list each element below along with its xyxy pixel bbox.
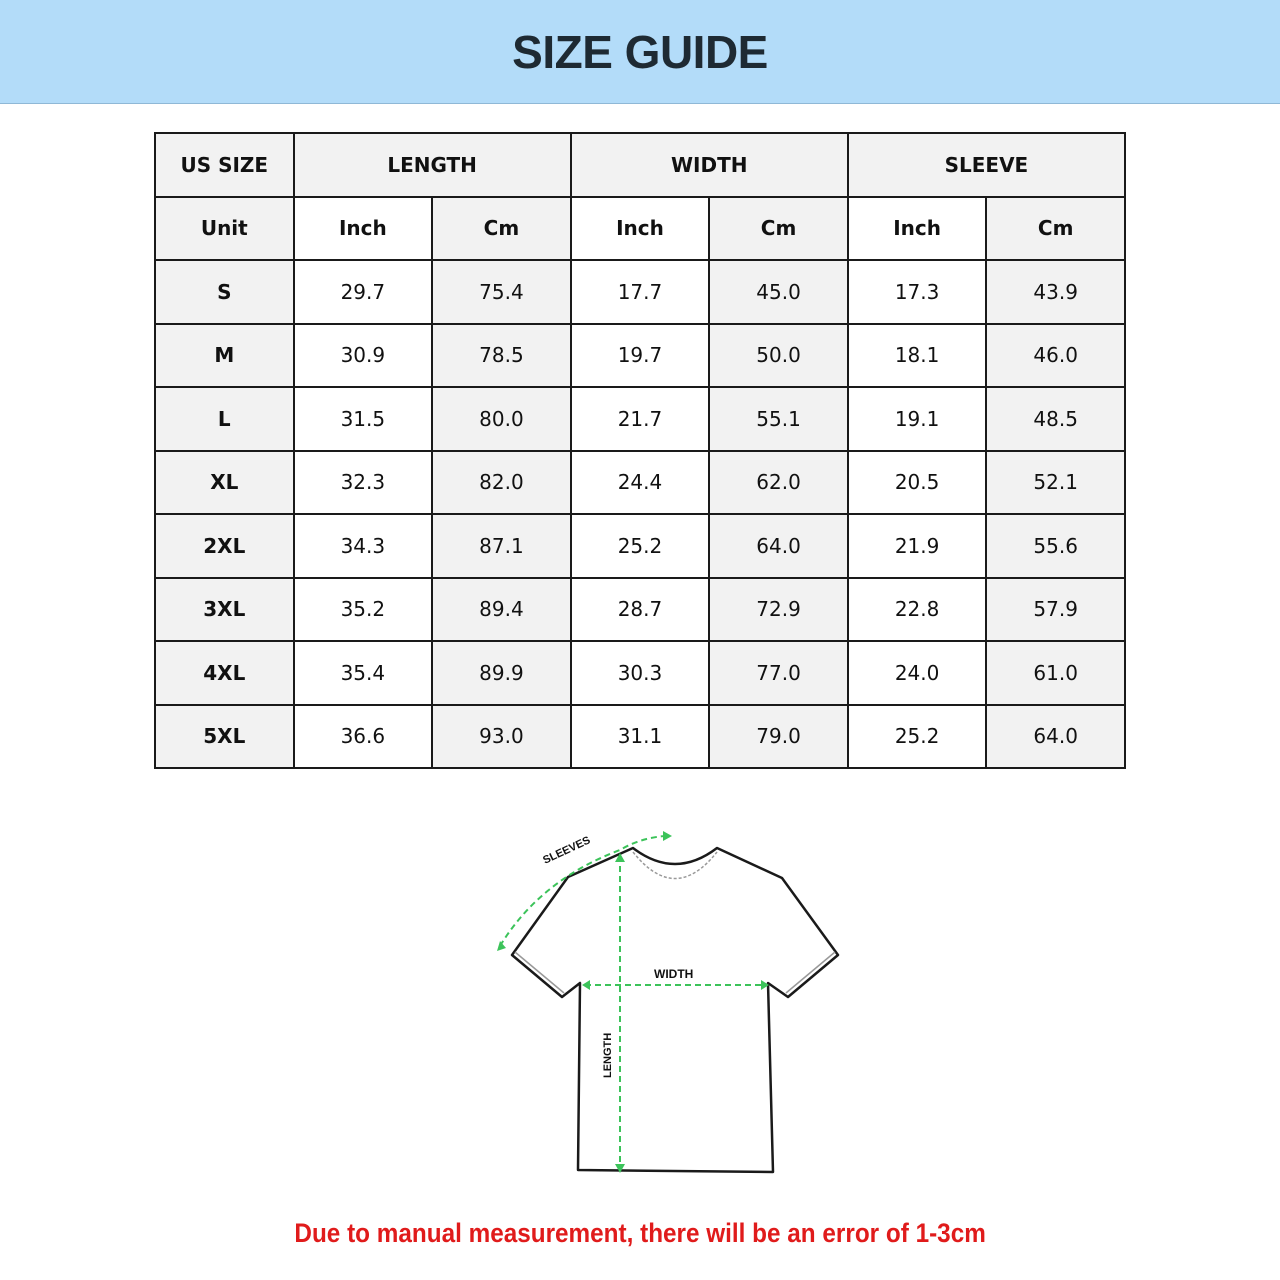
size-table: US SIZE LENGTH WIDTH SLEEVE Unit Inch Cm Inch Cm… <box>154 132 1127 769</box>
value-cell: 24.4 <box>569 449 711 515</box>
value-cell: 19.7 <box>569 322 711 388</box>
value-cell: 25.2 <box>846 703 988 769</box>
value-cell: 18.1 <box>846 322 988 388</box>
collar-stitch <box>632 851 718 880</box>
header-cell: US SIZE <box>154 132 295 198</box>
value-cell: 30.3 <box>569 640 711 706</box>
size-cell: M <box>154 322 295 388</box>
value-cell: 31.1 <box>569 703 711 769</box>
value-cell: 75.4 <box>431 259 572 325</box>
value-cell: 21.7 <box>569 386 711 452</box>
value-cell: 17.7 <box>569 259 711 325</box>
size-cell: 3XL <box>154 576 295 642</box>
unit-cell: Cm <box>431 195 572 261</box>
sleeve-cuff-left <box>514 951 565 994</box>
table-row: 3XL 35.2 89.4 28.7 72.9 22.8 57.9 <box>154 576 1126 642</box>
unit-cell: Cm <box>708 195 849 261</box>
page-title: SIZE GUIDE <box>512 25 768 78</box>
table-row: S 29.7 75.4 17.7 45.0 17.3 43.9 <box>154 259 1126 325</box>
size-cell: L <box>154 386 295 452</box>
arrow-icon <box>497 941 506 951</box>
group-header-row: US SIZE LENGTH WIDTH SLEEVE <box>154 132 1127 198</box>
size-cell: S <box>154 259 295 325</box>
measurement-note-text: Due to manual measurement, there will be… <box>294 1218 986 1248</box>
value-cell: 57.9 <box>985 576 1126 642</box>
tshirt-outline <box>510 846 840 1174</box>
unit-cell: Inch <box>292 195 434 261</box>
value-cell: 55.6 <box>985 513 1126 579</box>
value-cell: 30.9 <box>292 322 434 388</box>
value-cell: 22.8 <box>846 576 988 642</box>
value-cell: 35.4 <box>292 640 434 706</box>
value-cell: 48.5 <box>985 386 1126 452</box>
value-cell: 55.1 <box>708 386 849 452</box>
size-cell: 5XL <box>154 703 295 769</box>
table-row: 4XL 35.4 89.9 30.3 77.0 24.0 61.0 <box>154 640 1126 706</box>
arrow-icon <box>663 831 672 841</box>
value-cell: 19.1 <box>846 386 988 452</box>
value-cell: 93.0 <box>431 703 572 769</box>
arrow-icon <box>615 1164 625 1173</box>
value-cell: 35.2 <box>292 576 434 642</box>
value-cell: 62.0 <box>708 449 849 515</box>
header-cell: WIDTH <box>569 132 849 198</box>
value-cell: 17.3 <box>846 259 988 325</box>
value-cell: 64.0 <box>985 703 1126 769</box>
value-cell: 78.5 <box>431 322 572 388</box>
table-row: 5XL 36.6 93.0 31.1 79.0 25.2 64.0 <box>154 703 1126 769</box>
value-cell: 25.2 <box>569 513 711 579</box>
width-label: WIDTH <box>654 967 693 981</box>
value-cell: 32.3 <box>292 449 434 515</box>
value-cell: 80.0 <box>431 386 572 452</box>
value-cell: 64.0 <box>708 513 849 579</box>
value-cell: 20.5 <box>846 449 988 515</box>
value-cell: 24.0 <box>846 640 988 706</box>
table-row: 2XL 34.3 87.1 25.2 64.0 21.9 55.6 <box>154 513 1126 579</box>
value-cell: 31.5 <box>292 386 434 452</box>
value-cell: 72.9 <box>708 576 849 642</box>
value-cell: 52.1 <box>985 449 1126 515</box>
value-cell: 61.0 <box>985 640 1126 706</box>
value-cell: 89.9 <box>431 640 572 706</box>
unit-cell: Cm <box>985 195 1126 261</box>
unit-cell: Unit <box>154 195 295 261</box>
value-cell: 21.9 <box>846 513 988 579</box>
value-cell: 50.0 <box>708 322 849 388</box>
unit-cell: Inch <box>846 195 988 261</box>
arrow-icon <box>615 853 625 862</box>
size-cell: XL <box>154 449 295 515</box>
value-cell: 77.0 <box>708 640 849 706</box>
size-cell: 4XL <box>154 640 295 706</box>
table-row: XL 32.3 82.0 24.4 62.0 20.5 52.1 <box>154 449 1126 515</box>
table-row: M 30.9 78.5 19.7 50.0 18.1 46.0 <box>154 322 1126 388</box>
value-cell: 89.4 <box>431 576 572 642</box>
value-cell: 87.1 <box>431 513 572 579</box>
length-label: LENGTH <box>602 1033 614 1078</box>
value-cell: 46.0 <box>985 322 1126 388</box>
value-cell: 29.7 <box>292 259 434 325</box>
value-cell: 43.9 <box>985 259 1126 325</box>
measurement-note: Due to manual measurement, there will be… <box>0 1218 1280 1249</box>
arrow-icon <box>761 980 769 990</box>
header-cell: LENGTH <box>292 132 572 198</box>
value-cell: 82.0 <box>431 449 572 515</box>
header-banner: SIZE GUIDE <box>0 0 1280 104</box>
value-cell: 45.0 <box>708 259 849 325</box>
size-cell: 2XL <box>154 513 295 579</box>
value-cell: 28.7 <box>569 576 711 642</box>
value-cell: 36.6 <box>292 703 434 769</box>
arrow-icon <box>582 980 590 990</box>
value-cell: 34.3 <box>292 513 434 579</box>
value-cell: 79.0 <box>708 703 849 769</box>
sleeve-cuff-right <box>785 951 836 994</box>
table-row: L 31.5 80.0 21.7 55.1 19.1 48.5 <box>154 386 1126 452</box>
unit-cell: Inch <box>569 195 711 261</box>
sleeves-label: SLEEVES <box>541 834 592 866</box>
sleeve-measure-line <box>499 835 666 947</box>
unit-row: Unit Inch Cm Inch Cm Inch Cm <box>154 195 1126 261</box>
header-cell: SLEEVE <box>846 132 1127 198</box>
